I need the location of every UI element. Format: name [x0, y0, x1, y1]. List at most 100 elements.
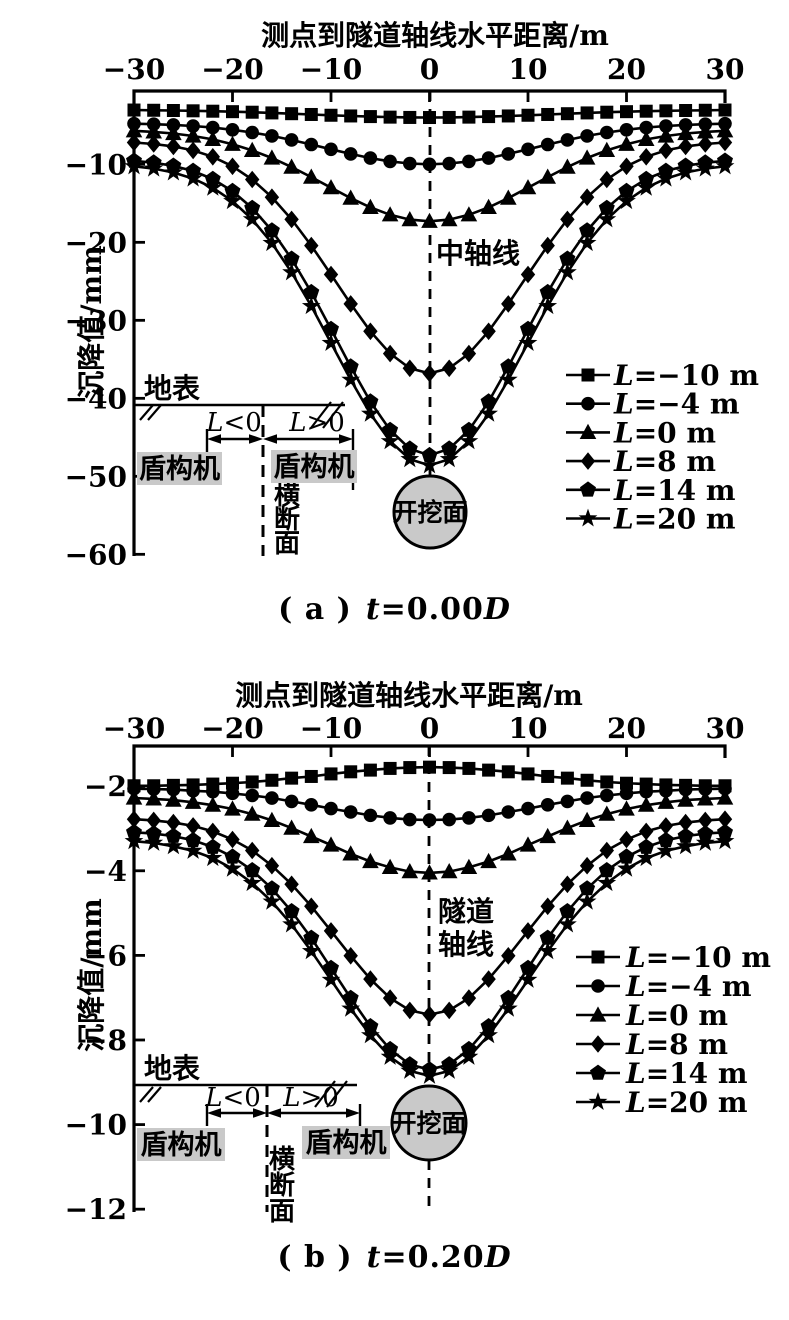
hatch-mark-icon	[139, 1086, 154, 1103]
caption-a-D: D	[483, 592, 511, 627]
star-marker	[223, 858, 242, 877]
diamond-marker	[402, 1001, 417, 1020]
y-tick-label: −4	[84, 855, 127, 888]
diamond-marker	[442, 1001, 457, 1020]
square-marker	[718, 103, 732, 117]
star-marker	[262, 891, 282, 910]
star-marker	[203, 177, 223, 196]
square-marker	[482, 763, 496, 777]
pentagon-marker	[520, 320, 536, 336]
diamond-marker	[422, 1005, 437, 1024]
triangle-marker	[589, 1006, 607, 1022]
star-marker	[144, 833, 164, 851]
square-marker	[501, 765, 515, 779]
series-square	[127, 103, 732, 125]
tunnel-axis-label: 中轴线	[436, 237, 520, 270]
legend-label: L=14 m	[613, 474, 736, 507]
star-marker	[124, 156, 144, 175]
series-diamond	[126, 133, 733, 383]
series-star	[124, 831, 735, 1084]
triangle-marker	[677, 791, 694, 807]
star-marker	[380, 1047, 400, 1065]
ground-surface-label: 地表	[144, 1052, 200, 1085]
l-negative-label: L<0	[204, 1083, 261, 1113]
star-marker	[695, 833, 715, 851]
circle-marker	[521, 801, 535, 816]
circle-marker	[265, 791, 279, 805]
square-marker	[304, 107, 318, 121]
circle-marker	[481, 808, 496, 823]
cross-section-label-char: 面	[274, 529, 300, 559]
triangle-marker	[578, 811, 596, 827]
legend-entry-star: L=20 m	[566, 503, 736, 536]
circle-marker	[422, 813, 437, 827]
diamond-marker	[245, 841, 260, 860]
caption-a: ( a ) t=0.00D	[0, 592, 789, 627]
x-tick-label: 30	[706, 712, 745, 745]
hatch-mark-icon	[322, 401, 344, 429]
triangle-marker	[204, 130, 222, 146]
diamond-marker	[382, 989, 398, 1007]
pentagon-marker	[165, 827, 182, 843]
star-marker	[588, 1092, 608, 1110]
star-marker	[459, 431, 479, 450]
star-marker	[282, 914, 301, 933]
square-marker	[423, 760, 436, 774]
circle-marker	[127, 781, 141, 796]
star-marker	[301, 941, 321, 960]
square-marker	[403, 110, 417, 124]
pentagon-marker	[283, 250, 300, 266]
diamond-marker	[678, 813, 693, 832]
circle-marker	[284, 133, 299, 147]
star-marker	[617, 191, 636, 210]
triangle-marker	[421, 212, 438, 228]
y-tick-label: −12	[65, 1193, 127, 1226]
excavation-face-label: 开挖面	[391, 1109, 466, 1138]
star-marker	[597, 873, 617, 892]
diamond-marker	[658, 817, 674, 835]
star-marker	[301, 296, 321, 315]
square-marker	[186, 104, 200, 118]
l-negative-label: L<0	[205, 408, 262, 438]
circle-marker	[206, 784, 220, 799]
circle-marker	[383, 154, 397, 169]
square-marker	[560, 771, 574, 785]
triangle-marker	[460, 206, 478, 222]
legend-label: L=0 m	[625, 999, 728, 1032]
legend-entry-circle: L=−4 m	[576, 970, 751, 1003]
legend-label: L=20 m	[613, 503, 736, 536]
pentagon-marker	[598, 862, 615, 878]
star-marker	[498, 998, 518, 1017]
diamond-marker	[717, 133, 733, 152]
star-marker	[203, 848, 223, 867]
square-marker	[462, 761, 476, 775]
diamond-marker	[599, 170, 614, 189]
diamond-marker	[225, 157, 240, 176]
arrowhead-icon	[207, 434, 221, 444]
star-marker	[498, 369, 518, 388]
y-tick-label: −20	[65, 226, 127, 259]
series-triangle	[125, 122, 734, 228]
circle-marker	[600, 125, 614, 140]
square-marker	[285, 107, 299, 121]
pentagon-marker	[618, 182, 635, 198]
square-marker	[285, 771, 299, 785]
cross-section-label-char: 横	[269, 1145, 295, 1175]
arrowhead-icon	[253, 1108, 267, 1118]
square-marker	[600, 775, 614, 789]
triangle-marker	[224, 800, 241, 816]
star-marker	[164, 836, 183, 855]
legend-label: L=0 m	[613, 416, 716, 449]
cross-section-label-char: 横	[274, 481, 300, 511]
star-marker	[282, 262, 301, 281]
square-marker	[698, 103, 712, 117]
caption-a-t: t	[365, 592, 381, 627]
circle-marker	[206, 120, 220, 135]
legend-entry-pentagon: L=14 m	[566, 474, 736, 507]
cross-section-label-char: 面	[269, 1197, 295, 1227]
x-axis-title: 测点到隧道轴线水平距离/m	[261, 19, 609, 52]
triangle-marker	[342, 845, 359, 861]
square-marker	[265, 773, 279, 787]
circle-marker	[698, 782, 713, 796]
circle-marker	[501, 805, 516, 819]
